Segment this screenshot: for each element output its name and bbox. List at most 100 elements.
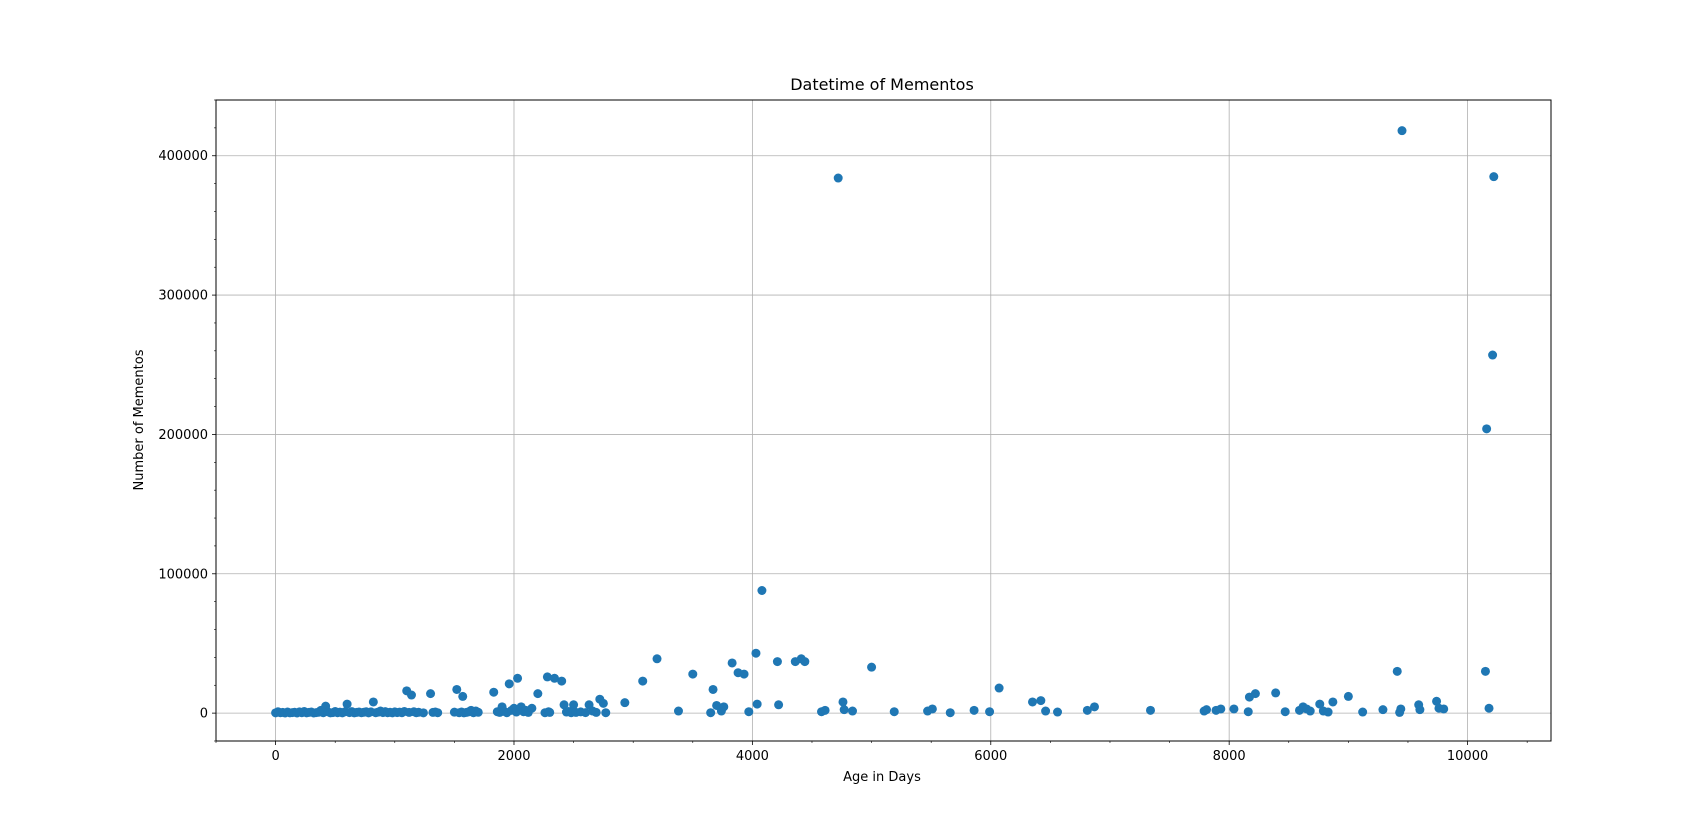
- data-point: [1041, 706, 1051, 716]
- data-point: [1089, 702, 1099, 712]
- data-point: [368, 697, 378, 707]
- data-point: [1392, 666, 1402, 676]
- data-point: [744, 707, 754, 717]
- data-point: [1343, 691, 1353, 701]
- data-point: [533, 689, 543, 699]
- data-point: [774, 700, 784, 710]
- data-point: [1323, 707, 1333, 717]
- data-point: [1271, 688, 1281, 698]
- data-point: [559, 700, 569, 710]
- data-point: [751, 648, 761, 658]
- data-point: [1250, 689, 1260, 699]
- data-point: [542, 672, 552, 682]
- data-point: [1202, 705, 1212, 715]
- data-point: [433, 708, 443, 718]
- data-point: [452, 684, 462, 694]
- chart-title: Datetime of Mementos: [790, 75, 974, 94]
- data-point: [1243, 707, 1253, 717]
- y-tick-label: 200000: [158, 428, 208, 443]
- data-point: [418, 708, 428, 718]
- data-point: [1480, 666, 1490, 676]
- data-point: [1397, 126, 1407, 136]
- data-point: [820, 705, 830, 715]
- data-point: [688, 669, 698, 679]
- data-point: [1315, 699, 1325, 709]
- data-point: [1439, 704, 1449, 714]
- data-point: [1036, 696, 1046, 706]
- data-point: [581, 708, 591, 718]
- x-tick-label: 8000: [1213, 749, 1246, 764]
- data-point: [969, 705, 979, 715]
- plot-frame: [215, 99, 1552, 742]
- data-point: [638, 676, 648, 686]
- x-tick-label: 10000: [1447, 749, 1488, 764]
- data-point: [889, 707, 899, 717]
- data-point: [739, 669, 749, 679]
- data-point: [673, 706, 683, 716]
- data-point: [598, 698, 608, 708]
- x-axis-label: Age in Days: [843, 770, 921, 785]
- data-point: [1146, 705, 1155, 715]
- data-point: [620, 698, 630, 708]
- data-point: [1082, 705, 1092, 715]
- data-point: [545, 707, 555, 717]
- data-point: [833, 173, 843, 183]
- data-point: [838, 697, 848, 707]
- data-point: [772, 657, 782, 667]
- data-point: [1489, 172, 1499, 182]
- data-point: [1396, 704, 1406, 714]
- data-point: [727, 658, 737, 668]
- data-point: [839, 705, 849, 715]
- data-point: [1053, 707, 1063, 717]
- data-point: [985, 707, 995, 717]
- data-point: [1358, 707, 1368, 717]
- data-point: [1216, 704, 1226, 714]
- y-tick-label: 100000: [158, 567, 208, 582]
- data-point: [706, 708, 716, 718]
- data-point: [504, 679, 514, 689]
- data-point: [1305, 706, 1315, 716]
- data-point: [1482, 424, 1492, 434]
- y-axis-label: Number of Mementos: [132, 349, 147, 490]
- data-point: [342, 699, 352, 709]
- data-point: [927, 704, 937, 714]
- data-point: [426, 689, 436, 699]
- data-point: [1378, 705, 1388, 715]
- x-tick-label: 0: [271, 749, 279, 764]
- axis-ticks: 0 2000 4000 6000 8000 10000010000020000030000…: [158, 99, 1528, 764]
- data-point: [550, 673, 560, 683]
- data-point: [1484, 703, 1494, 713]
- data-point: [591, 707, 601, 717]
- data-point: [473, 707, 483, 717]
- y-tick-label: 300000: [158, 289, 208, 304]
- y-tick-label: 0: [200, 707, 208, 722]
- data-point: [569, 700, 579, 710]
- data-point: [1229, 704, 1239, 714]
- data-point: [994, 683, 1004, 693]
- data-point: [867, 662, 877, 672]
- data-point: [1328, 697, 1338, 707]
- data-point: [652, 654, 662, 664]
- data-point: [1027, 697, 1037, 707]
- data-point: [719, 702, 729, 712]
- data-point: [1432, 696, 1442, 706]
- data-point: [458, 691, 468, 701]
- x-tick-label: 6000: [974, 749, 1007, 764]
- data-point: [406, 690, 416, 700]
- data-point: [752, 699, 762, 709]
- data-point: [757, 586, 767, 596]
- data-point: [601, 708, 611, 718]
- data-point: [848, 706, 858, 716]
- data-point: [1280, 707, 1290, 717]
- data-point: [489, 687, 499, 697]
- data-point: [945, 708, 955, 718]
- data-point: [1488, 350, 1498, 360]
- data-point: [557, 676, 567, 686]
- x-tick-label: 2000: [497, 749, 530, 764]
- data-point: [527, 703, 537, 713]
- y-tick-label: 400000: [158, 149, 208, 164]
- data-points: [271, 126, 1499, 718]
